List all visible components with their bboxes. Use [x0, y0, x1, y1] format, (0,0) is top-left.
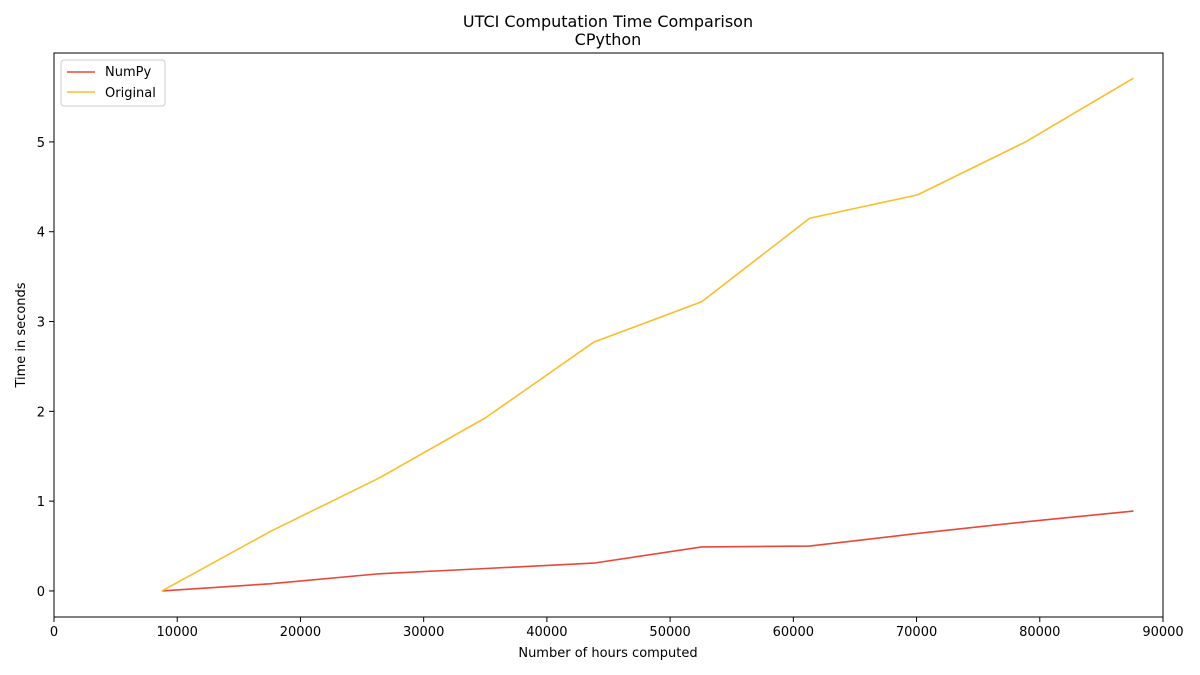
x-tick-label: 40000: [526, 625, 567, 640]
y-axis: 0 1 2 3 4 5: [37, 136, 54, 600]
x-tick-label: 50000: [649, 625, 690, 640]
series-line-original: [161, 77, 1134, 592]
x-tick-label: 10000: [157, 625, 198, 640]
y-tick-label: 4: [37, 226, 45, 241]
y-tick-label: 2: [37, 405, 45, 420]
x-tick-label: 30000: [403, 625, 444, 640]
x-tick-label: 80000: [1019, 625, 1060, 640]
y-tick-label: 0: [37, 585, 45, 600]
y-tick-label: 5: [37, 136, 45, 151]
x-tick-label: 90000: [1142, 625, 1183, 640]
plot-frame: [53, 52, 1164, 618]
x-tick-label: 70000: [896, 625, 937, 640]
x-tick-label: 0: [50, 625, 58, 640]
chart-subtitle: CPython: [575, 30, 642, 49]
legend-label-numpy: NumPy: [105, 65, 151, 80]
series-line-numpy: [161, 510, 1134, 592]
chart-title: UTCI Computation Time Comparison: [463, 12, 753, 31]
x-axis-label: Number of hours computed: [518, 646, 697, 661]
y-tick-label: 3: [37, 316, 45, 331]
x-tick-label: 60000: [773, 625, 814, 640]
x-tick-label: 20000: [280, 625, 321, 640]
y-tick-label: 1: [37, 495, 45, 510]
series-layer: [161, 77, 1134, 592]
legend: NumPy Original: [60, 59, 166, 107]
x-axis: 0 10000 20000 30000 40000 50000 60000 70000 8000…: [50, 617, 1184, 640]
y-axis-label: Time in seconds: [14, 282, 29, 388]
legend-label-original: Original: [105, 86, 156, 101]
